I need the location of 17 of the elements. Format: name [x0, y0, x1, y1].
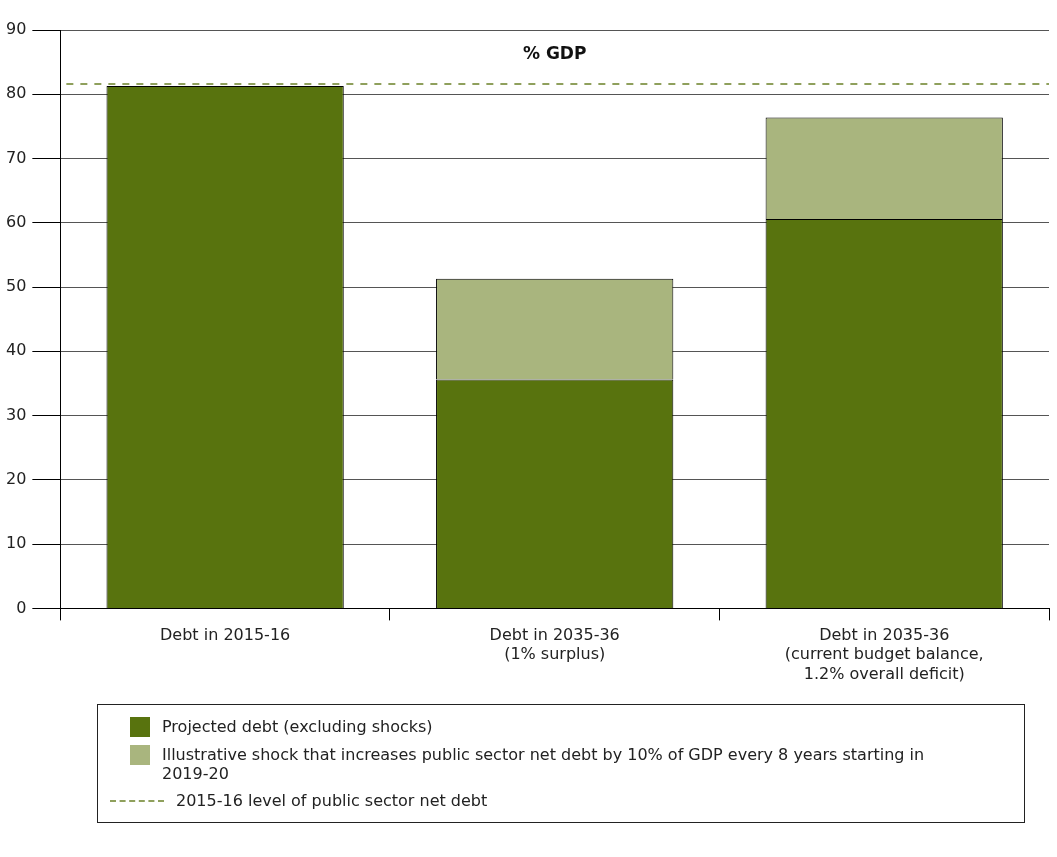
x-tick-label: Debt in 2035-36 (current budget balance, 1.2% overall deficit) [784, 625, 984, 683]
y-tick-label: 70 [6, 147, 27, 167]
y-tick-label: 60 [6, 211, 27, 231]
y-tick-label: 40 [6, 340, 27, 360]
y-tick-label: 50 [6, 276, 27, 296]
x-tick-label: Debt in 2035-36 (1% surplus) [489, 625, 620, 664]
legend-label: Illustrative shock that increases public sector net debt by 10% of GDP every 8 years starting in 2019-20 [162, 745, 926, 783]
y-tick-label: 90 [6, 19, 27, 39]
legend-label: Projected debt (excluding shocks) [162, 717, 433, 736]
x-tick-label: Debt in 2015-16 [160, 625, 291, 645]
y-tick-label: 20 [6, 469, 27, 489]
legend-label: 2015-16 level of public sector net debt [176, 791, 488, 810]
y-tick-label: 0 [16, 597, 27, 617]
text: % GDP [522, 43, 587, 64]
y-tick-label: 30 [6, 404, 27, 424]
y-tick-label: 80 [6, 83, 27, 103]
y-tick-label: 10 [6, 533, 27, 553]
